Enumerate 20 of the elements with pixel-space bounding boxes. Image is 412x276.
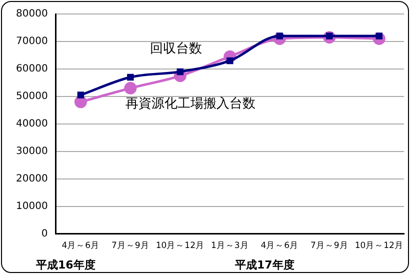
x-tick-label: 7月～9月 (112, 241, 150, 252)
y-tick-label: 60000 (16, 64, 48, 75)
x-tick-label: 1月～3月 (210, 241, 249, 252)
y-tick-label: 30000 (16, 146, 48, 157)
y-tick-label: 70000 (16, 36, 48, 48)
text: 平成16年度 (35, 258, 96, 272)
x-tick-label: 4月～6月 (62, 241, 100, 252)
x-tick-label: 10月～12月 (354, 241, 404, 252)
x-tick-label: 4月～6月 (260, 241, 299, 252)
series-label: 回収台数 (150, 42, 202, 57)
y-tick-label: 50000 (16, 91, 48, 102)
x-tick-label: 7月～9月 (310, 241, 348, 252)
y-tick-label: 80000 (16, 8, 48, 20)
y-tick-label: 0 (41, 228, 48, 240)
x-tick-label: 10月～12月 (156, 241, 204, 252)
y-tick-label: 10000 (16, 200, 48, 212)
y-tick-label: 40000 (16, 118, 48, 130)
series-label: 再資源化工場搬入台数 (125, 96, 256, 112)
y-tick-label: 20000 (16, 173, 48, 184)
text: 平成17年度 (234, 258, 294, 272)
